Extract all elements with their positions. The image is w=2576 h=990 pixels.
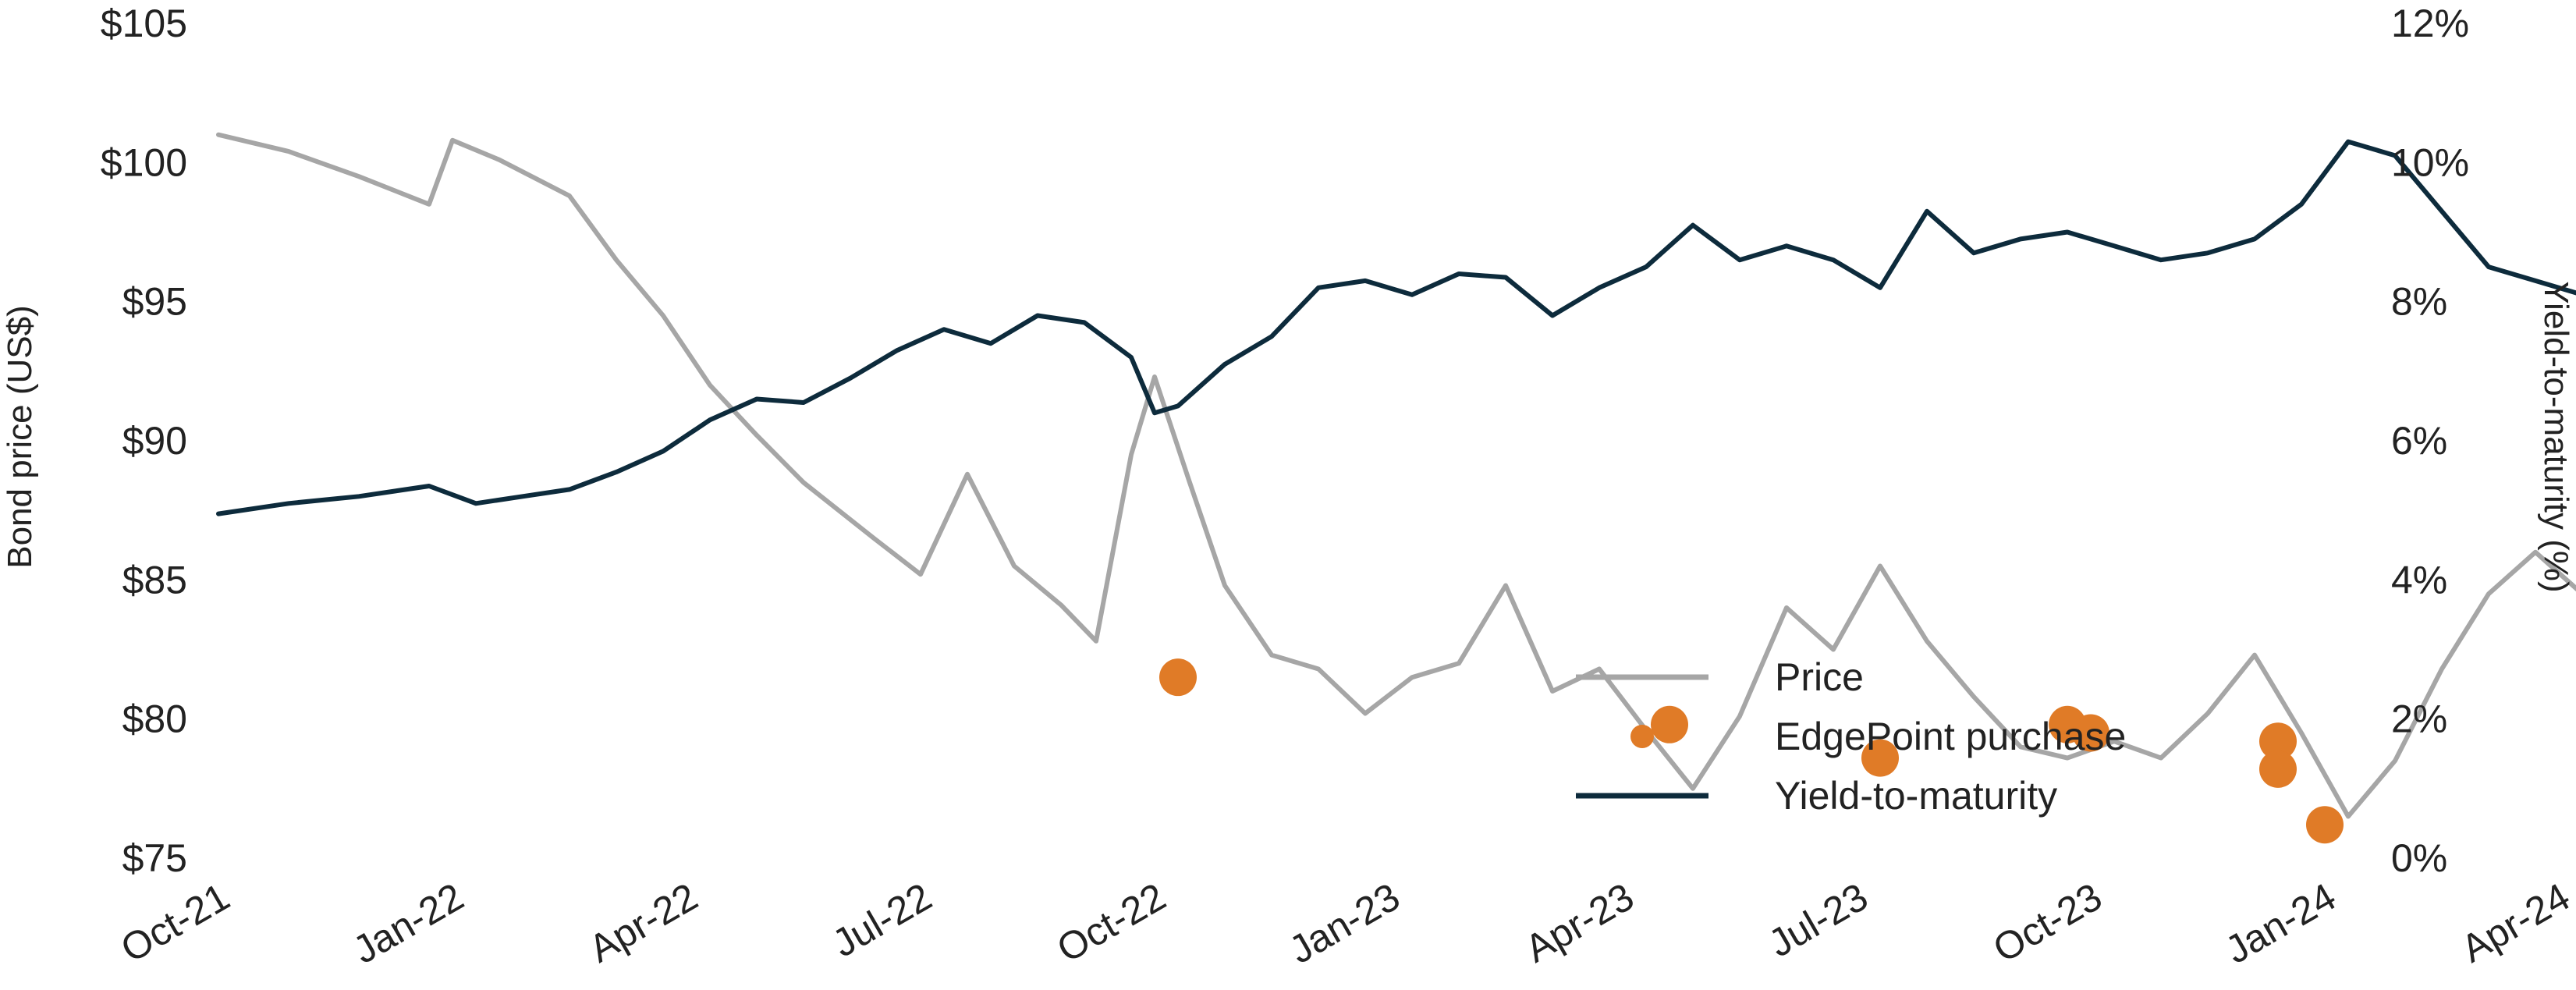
purchase-marker: [1651, 705, 1688, 743]
right-tick-label: 6%: [2391, 419, 2447, 463]
purchase-marker: [1861, 739, 1899, 777]
purchase-marker: [1159, 658, 1197, 697]
left-tick-label: $105: [101, 2, 187, 45]
legend-swatch-marker: [1630, 725, 1654, 748]
ytm-line: [216, 139, 2576, 516]
legend: Price EdgePoint purchase Yield-to-maturity: [1576, 655, 2126, 818]
purchase-marker: [2259, 722, 2297, 761]
x-tick-label: Oct-22: [1050, 875, 1173, 971]
purchase-marker: [2072, 714, 2109, 752]
left-tick-label: $100: [101, 140, 187, 184]
right-axis-ticks: 12% 10% 8% 6% 4% 2% 0%: [2391, 2, 2469, 880]
price-line: [216, 132, 2576, 819]
left-tick-label: $75: [122, 836, 187, 880]
ytm-series: [216, 139, 2576, 516]
left-tick-label: $95: [122, 280, 187, 324]
x-tick-label: Oct-21: [114, 875, 237, 971]
x-tick-label: Jul-22: [825, 875, 939, 966]
purchase-markers: [1159, 658, 2344, 844]
x-axis-ticks: Oct-21 Jan-22 Apr-22 Jul-22 Oct-22 Jan-23 Apr-…: [114, 875, 2576, 972]
x-tick-label: Apr-22: [582, 875, 705, 971]
left-tick-label: $85: [122, 558, 187, 601]
price-series: [216, 132, 2576, 819]
right-tick-label: 4%: [2391, 558, 2447, 601]
right-tick-label: 8%: [2391, 280, 2447, 324]
legend-label: EdgePoint purchase: [1775, 715, 2126, 758]
x-tick-label: Jul-23: [1762, 875, 1875, 966]
left-tick-label: $90: [122, 419, 187, 463]
purchase-marker: [2259, 750, 2297, 788]
left-axis-ticks: $105 $100 $95 $90 $85 $80 $75: [101, 2, 187, 880]
right-tick-label: 2%: [2391, 697, 2447, 741]
left-axis-title: Bond price (US$): [1, 305, 39, 568]
x-tick-label: Jan-23: [1282, 875, 1407, 972]
x-tick-label: Apr-24: [2454, 875, 2576, 971]
purchase-marker: [2306, 806, 2344, 844]
right-tick-label: 0%: [2391, 836, 2447, 880]
right-tick-label: 10%: [2391, 140, 2469, 184]
x-tick-label: Jan-22: [346, 875, 470, 972]
x-tick-label: Apr-23: [1518, 875, 1641, 971]
legend-label: Price: [1775, 655, 1864, 699]
left-tick-label: $80: [122, 697, 187, 741]
x-tick-label: Jan-24: [2218, 875, 2343, 972]
right-axis-title: Yield-to-maturity (%): [2537, 281, 2575, 592]
legend-label: Yield-to-maturity: [1775, 774, 2057, 818]
right-tick-label: 12%: [2391, 2, 2469, 45]
x-tick-label: Oct-23: [1986, 875, 2109, 971]
